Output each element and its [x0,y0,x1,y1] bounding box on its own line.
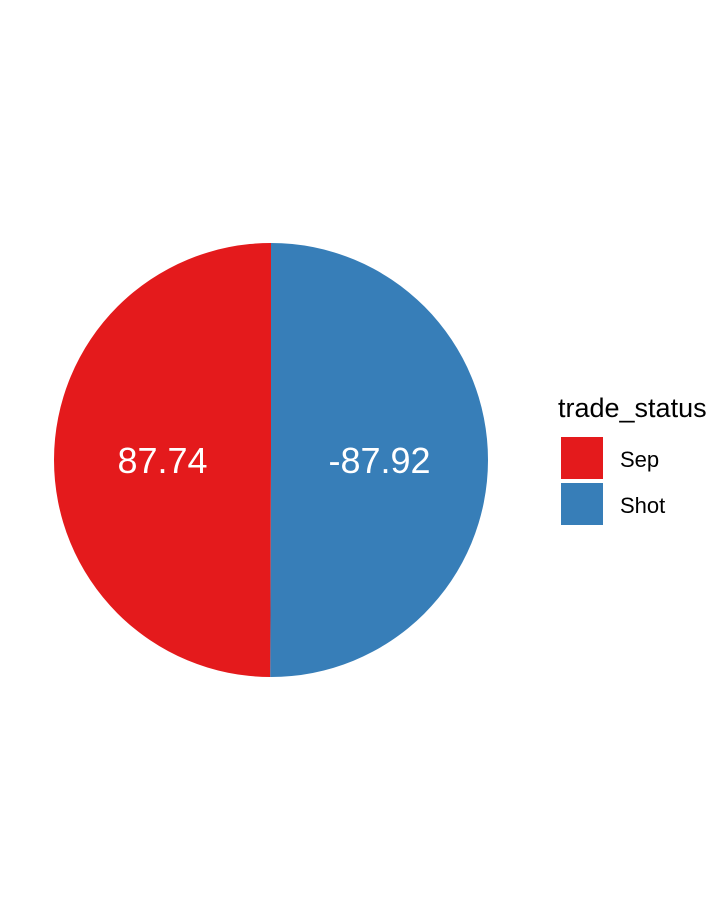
legend-key-sep [561,437,603,479]
slice-value-label-sep: 87.74 [117,440,207,481]
legend-label-shot: Shot [620,493,665,518]
pie-slice-sep [54,243,271,677]
legend-title: trade_status [558,393,707,423]
pie-slice-labels: 87.74 -87.92 [117,440,430,481]
legend: trade_status Sep Shot [558,393,707,525]
legend-label-sep: Sep [620,447,659,472]
slice-value-label-shot: -87.92 [328,440,430,481]
pie-slices [54,243,489,678]
pie-slice-shot [270,243,489,678]
legend-key-shot [561,483,603,525]
